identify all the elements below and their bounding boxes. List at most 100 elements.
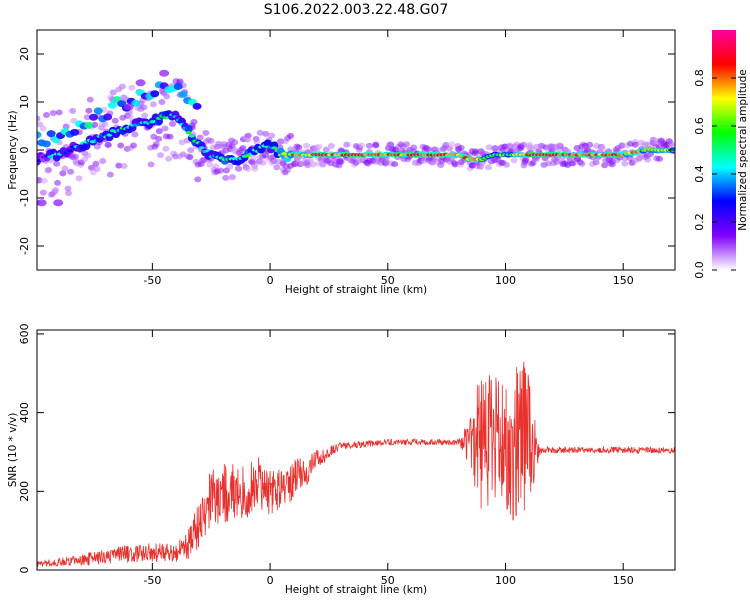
spectrum-halo-cell — [231, 139, 239, 146]
spectrum-halo-cell — [403, 141, 411, 148]
spectrum-branch-cell — [173, 82, 183, 90]
spectrum-ridge-cell — [198, 146, 205, 150]
spectrum-feature-blob — [123, 103, 134, 111]
colorbar-tick-label: 0.4 — [693, 165, 706, 183]
snr-x-tick-label: 150 — [613, 574, 634, 587]
spectrum-halo-cell — [226, 163, 234, 170]
spectrum-halo-cell — [83, 114, 91, 121]
spectrum-halo-cell — [163, 93, 171, 100]
snr-series-line — [36, 361, 676, 567]
spectrum-halo-cell — [64, 185, 72, 192]
spectrum-halo-cell — [158, 98, 166, 105]
spectrogram-x-tick-label: 100 — [495, 274, 516, 287]
spectrum-halo-cell — [155, 128, 163, 135]
spectrum-halo-cell — [295, 144, 303, 151]
colorbar-tick-label: 0.2 — [693, 213, 706, 231]
spectrum-halo-cell — [207, 137, 215, 144]
spectrogram-panel: -50 0 50 100 150 -20 -10 0 10 20 Height of straig… — [7, 29, 676, 296]
colorbar-tick-label: 0.0 — [693, 261, 706, 279]
spectrum-halo-cell — [86, 96, 94, 103]
spectrum-halo-cell — [61, 165, 69, 172]
spectrum-halo-cell — [503, 161, 511, 168]
spectrum-halo-cell — [234, 165, 242, 172]
spectrum-halo-cell — [437, 162, 445, 169]
spectrum-halo-cell — [618, 142, 626, 149]
spectrum-halo-cell — [168, 120, 176, 127]
spectrum-feature-blob — [159, 69, 170, 77]
spectrum-halo-cell — [273, 164, 281, 171]
spectrum-halo-cell — [196, 134, 204, 141]
spectrum-halo-cell — [131, 131, 139, 138]
spectrum-halo-cell — [157, 152, 165, 159]
spectrum-halo-cell — [425, 146, 433, 153]
spectrum-halo-cell — [287, 146, 295, 153]
spectrum-ridge-cell — [66, 148, 73, 153]
spectrum-ridge-cell — [185, 131, 192, 135]
spectrum-halo-cell — [656, 155, 664, 162]
spectrum-halo-cell — [120, 163, 128, 170]
spectrum-halo-cell — [128, 84, 136, 91]
spectrum-halo-cell — [141, 112, 149, 119]
spectrogram-y-label: Frequency (Hz) — [7, 110, 19, 189]
spectrum-halo-cell — [322, 146, 330, 153]
spectrum-halo-cell — [608, 161, 616, 168]
spectrum-halo-cell — [520, 141, 528, 148]
spectrum-feature-blob — [135, 79, 146, 87]
spectrum-halo-cell — [433, 147, 441, 154]
spectrogram-y-tick-label: 0 — [18, 147, 31, 154]
spectrum-halo-cell — [451, 160, 459, 167]
spectrum-halo-cell — [161, 125, 169, 132]
spectrum-halo-cell — [287, 132, 295, 139]
spectrum-halo-cell — [45, 166, 53, 173]
spectrum-halo-cell — [303, 142, 311, 149]
spectrum-halo-cell — [62, 123, 70, 130]
spectrogram-y-tick-label: 10 — [18, 95, 31, 109]
snr-frame — [36, 329, 676, 571]
spectrogram-x-tick-label: 50 — [381, 274, 395, 287]
spectrum-halo-cell — [109, 89, 117, 96]
spectrum-halo-cell — [372, 141, 380, 148]
spectrum-branch-cell — [89, 113, 99, 121]
spectrum-halo-cell — [410, 144, 418, 151]
spectrum-halo-cell — [69, 107, 77, 114]
spectrum-halo-cell — [106, 171, 114, 178]
spectrum-halo-cell — [256, 129, 264, 136]
spectrum-feature-blob — [37, 199, 47, 207]
snr-y-tick-label: 600 — [18, 323, 31, 344]
spectrum-halo-cell — [126, 113, 134, 120]
snr-plot-area — [36, 361, 676, 567]
spectrum-halo-cell — [53, 160, 61, 167]
spectrum-halo-cell — [244, 136, 252, 143]
spectrum-halo-cell — [283, 167, 291, 174]
spectrum-halo-cell — [85, 107, 93, 114]
spectrum-halo-cell — [37, 121, 44, 128]
snr-x-label: Height of straight line (km) — [285, 584, 427, 596]
spectrum-halo-cell — [253, 139, 261, 146]
spectrum-feature-blob — [53, 199, 64, 207]
spectrum-branch-cell — [37, 131, 42, 139]
spectrum-halo-cell — [471, 148, 479, 155]
spectrum-ridge-outer — [82, 142, 91, 151]
snr-x-tick-label: -50 — [143, 574, 161, 587]
spectrum-halo-cell — [358, 142, 366, 149]
spectrum-halo-cell — [251, 165, 259, 172]
spectrum-halo-cell — [555, 142, 563, 149]
spectrum-halo-cell — [239, 145, 247, 152]
spectrum-halo-cell — [59, 170, 67, 177]
spectrum-halo-cell — [391, 161, 399, 168]
colorbar-tick-label: 0.8 — [693, 69, 706, 87]
spectrogram-x-tick-label: 0 — [267, 274, 274, 287]
spectrum-halo-cell — [155, 135, 163, 142]
spectrogram-x-tick-label: -50 — [143, 274, 161, 287]
snr-y-tick-label: 400 — [18, 402, 31, 423]
spectrum-halo-cell — [75, 175, 83, 182]
spectrum-branch-cell — [84, 121, 94, 129]
spectrum-halo-cell — [92, 160, 100, 167]
spectrum-halo-cell — [268, 132, 276, 139]
spectrum-branch-cell — [93, 107, 103, 115]
spectrum-halo-cell — [67, 168, 75, 175]
spectrogram-x-tick-label: 150 — [613, 274, 634, 287]
spectrum-halo-cell — [130, 142, 138, 149]
spectrum-branch-cell — [150, 90, 160, 98]
spectrum-halo-cell — [111, 117, 119, 124]
